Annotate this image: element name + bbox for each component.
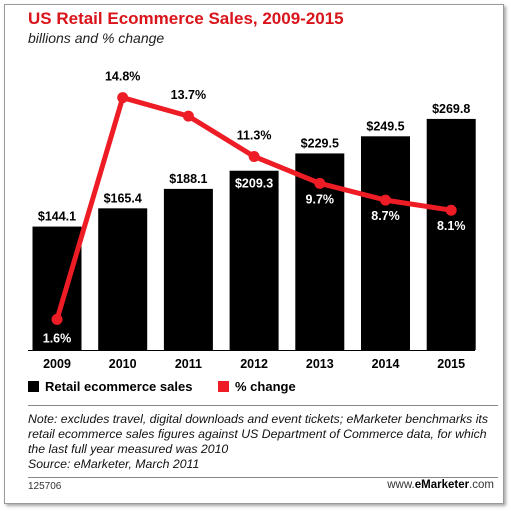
- legend-swatch-change: [218, 381, 229, 392]
- bar-label-2011: $188.1: [169, 172, 207, 186]
- pct-label-2009: 1.6%: [43, 331, 72, 345]
- legend-swatch-sales: [28, 381, 39, 392]
- x-tick-label-2014: 2014: [372, 357, 400, 371]
- point-pct-2012: [248, 150, 260, 162]
- chart-title: US Retail Ecommerce Sales, 2009-2015: [28, 9, 344, 28]
- bar-2015: [426, 118, 476, 351]
- footer-brand[interactable]: www.eMarketer.com: [387, 479, 494, 491]
- pct-label-2011: 13.7%: [171, 88, 206, 102]
- point-pct-2010: [117, 92, 129, 104]
- bar-2011: [163, 188, 213, 350]
- bar-2010: [98, 208, 148, 350]
- chart-note: Note: excludes travel, digital downloads…: [28, 412, 500, 472]
- note-text: Note: excludes travel, digital downloads…: [28, 412, 488, 456]
- point-pct-2013: [314, 177, 326, 189]
- bar-label-2009: $144.1: [38, 210, 76, 224]
- bar-2012: [229, 170, 279, 350]
- x-tick-label-2013: 2013: [306, 357, 334, 371]
- footer-divider: [28, 477, 498, 478]
- note-divider: [28, 405, 498, 406]
- legend-label-change: % change: [235, 379, 296, 394]
- bar-label-2014: $249.5: [366, 119, 404, 133]
- footer-brand-prefix: www.: [387, 479, 415, 491]
- chart-subtitle: billions and % change: [28, 30, 165, 46]
- bar-2014: [361, 136, 410, 350]
- legend-label-sales: Retail ecommerce sales: [45, 379, 193, 394]
- source-text: Source: eMarketer, March 2011: [28, 457, 200, 471]
- point-pct-2009: [51, 313, 63, 325]
- bar-2009: [32, 226, 82, 350]
- x-tick-label-2012: 2012: [240, 357, 268, 371]
- x-tick-label-2011: 2011: [175, 357, 202, 371]
- pct-label-2012: 11.3%: [237, 128, 272, 142]
- x-tick-label-2015: 2015: [437, 357, 465, 371]
- bar-label-2015: $269.8: [432, 102, 470, 116]
- point-pct-2011: [182, 110, 194, 122]
- point-pct-2015: [445, 204, 457, 216]
- point-pct-2014: [380, 194, 391, 206]
- legend-item-change: % change: [218, 379, 296, 394]
- pct-label-2014: 8.7%: [371, 209, 400, 223]
- pct-label-2015: 8.1%: [437, 219, 466, 233]
- bar-label-2013: $229.5: [301, 136, 339, 150]
- x-tick-label-2010: 2010: [109, 357, 137, 371]
- footer-chart-id: 125706: [28, 481, 62, 492]
- pct-label-2013: 9.7%: [306, 192, 335, 206]
- pct-label-2010: 14.8%: [105, 70, 140, 84]
- footer-brand-name: eMarketer: [414, 479, 470, 491]
- bar-label-2012: $209.3: [235, 177, 273, 191]
- legend-item-sales: Retail ecommerce sales: [28, 379, 192, 394]
- bar-label-2010: $165.4: [104, 191, 142, 205]
- x-tick-label-2009: 2009: [43, 357, 71, 371]
- footer-brand-suffix: .com: [469, 479, 494, 491]
